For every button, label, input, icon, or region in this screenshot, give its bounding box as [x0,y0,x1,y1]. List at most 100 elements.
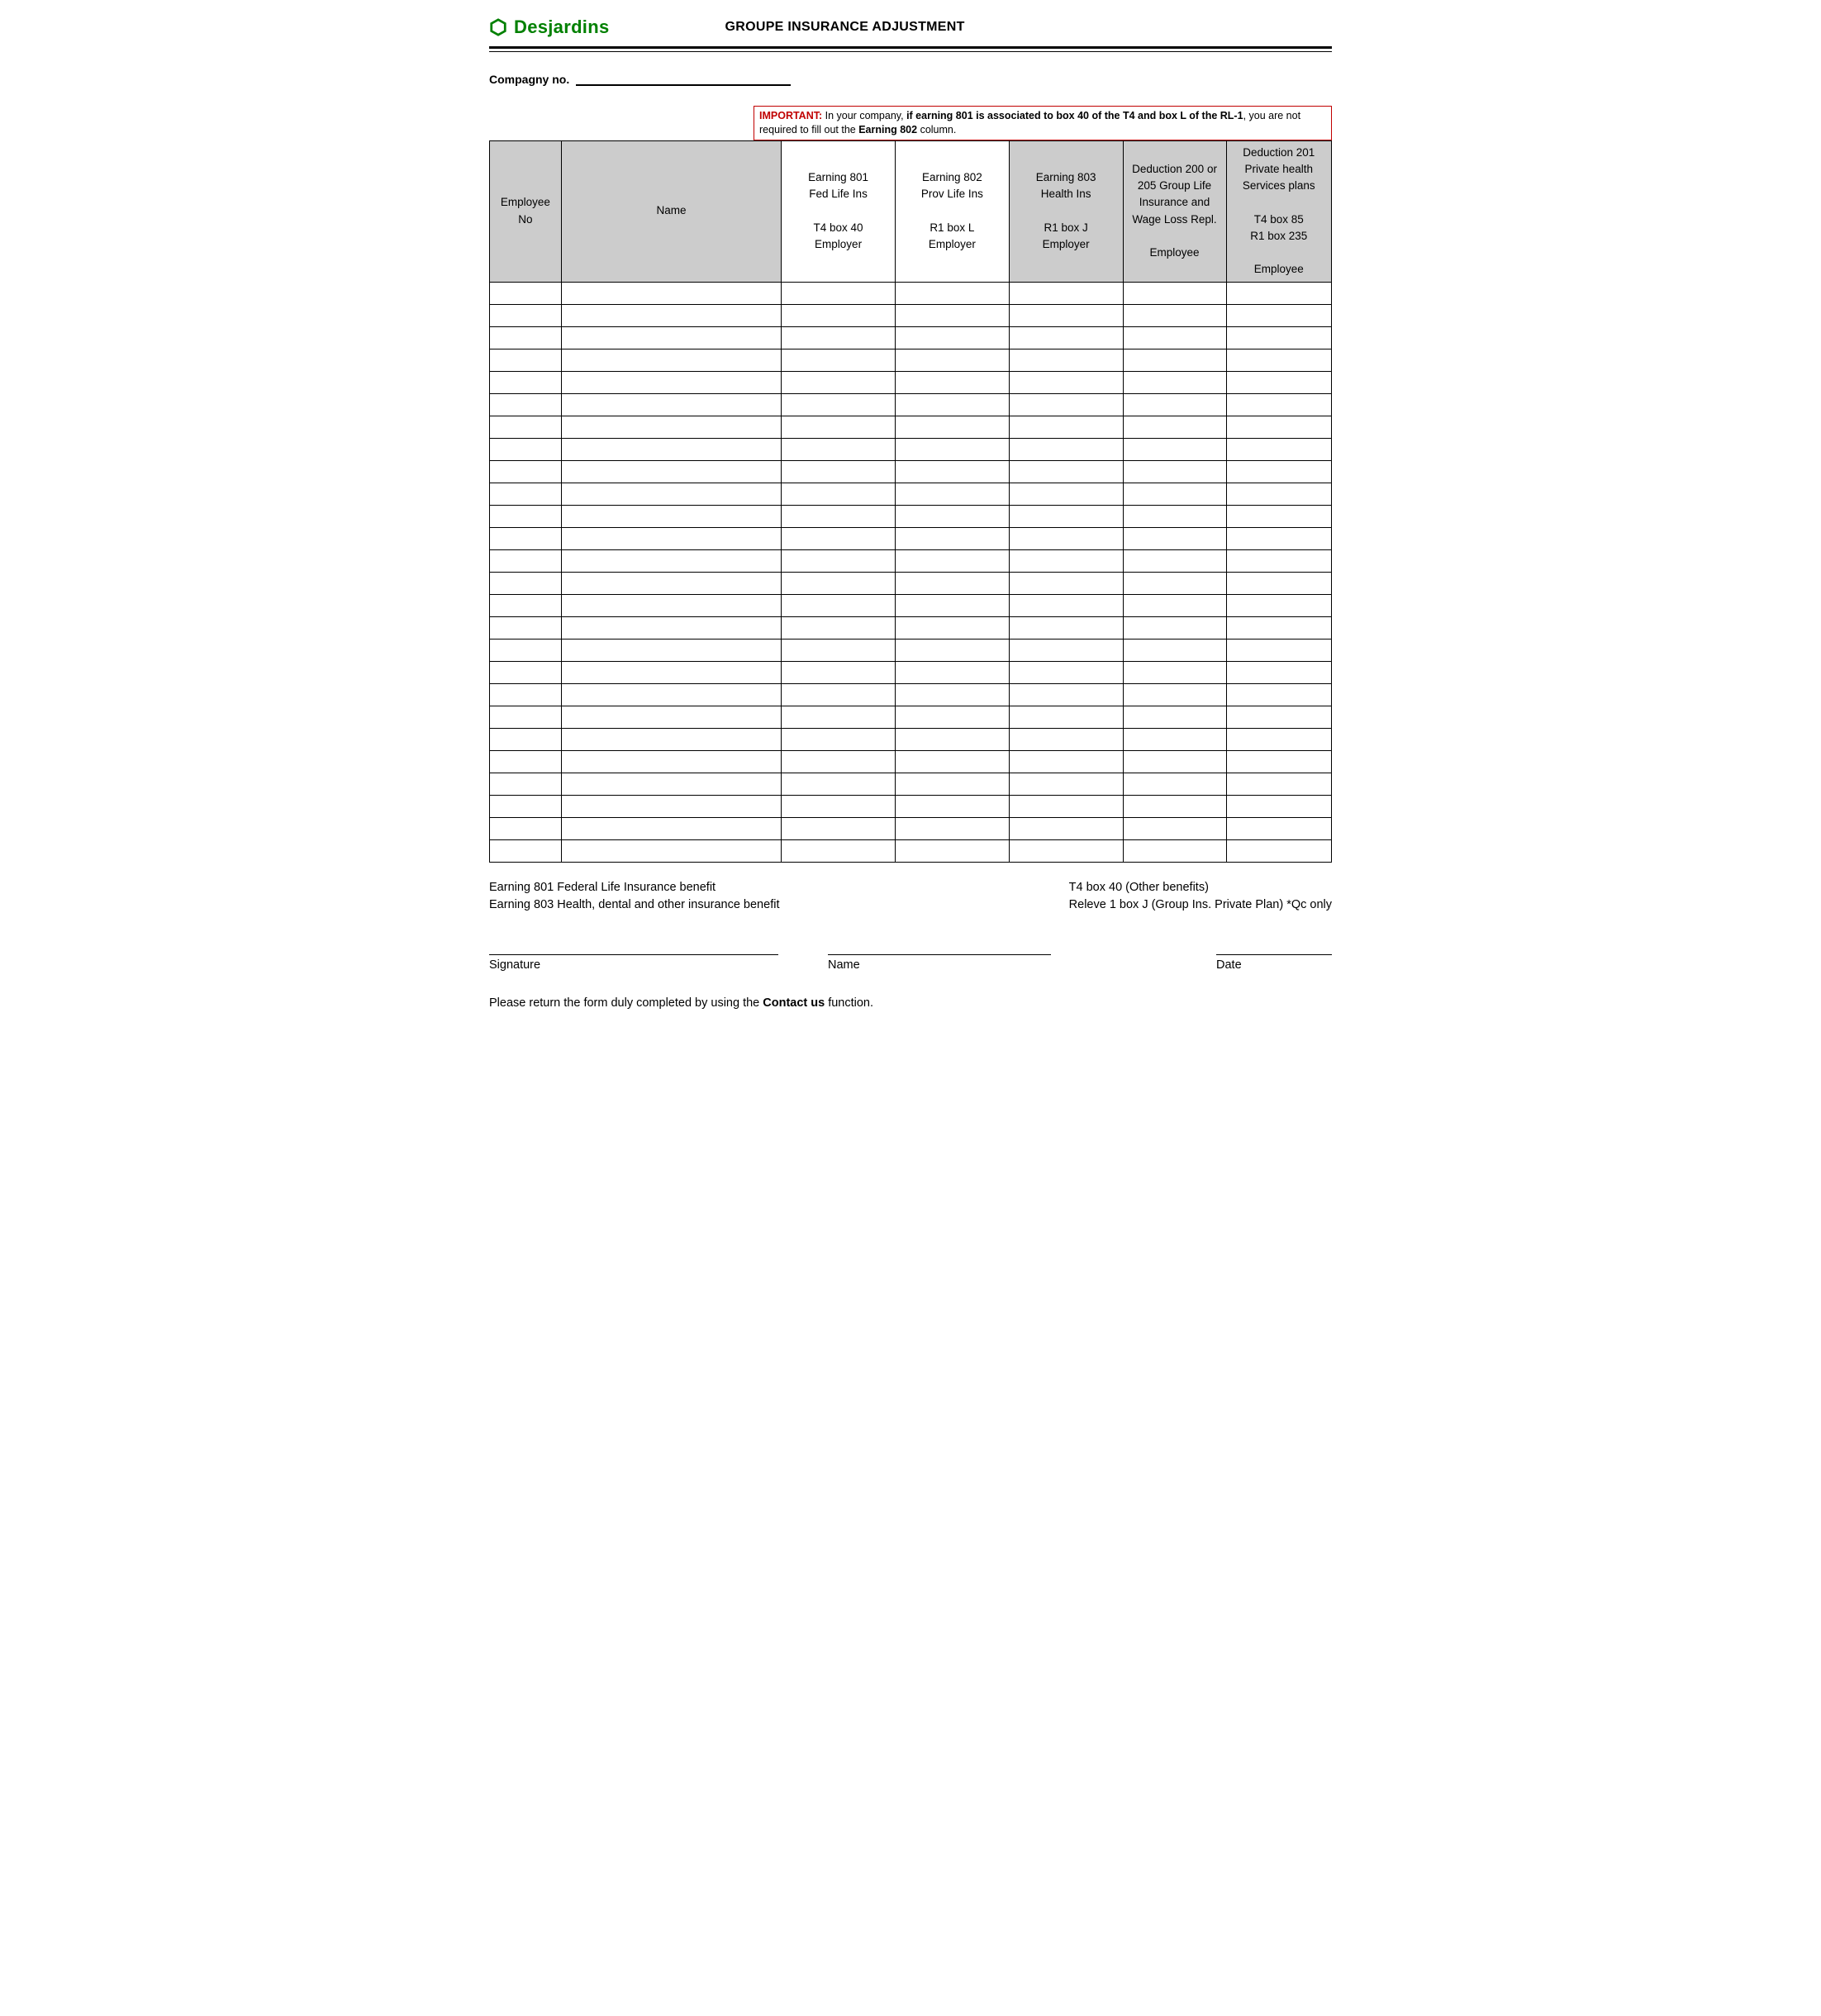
table-cell[interactable] [1009,505,1123,527]
table-cell[interactable] [1123,795,1226,817]
table-cell[interactable] [1226,282,1331,304]
table-cell[interactable] [1123,282,1226,304]
table-cell[interactable] [895,572,1009,594]
table-cell[interactable] [1226,416,1331,438]
table-cell[interactable] [561,460,781,483]
table-cell[interactable] [490,349,562,371]
table-cell[interactable] [895,371,1009,393]
table-cell[interactable] [1123,438,1226,460]
table-cell[interactable] [1123,549,1226,572]
table-cell[interactable] [782,706,896,728]
table-cell[interactable] [895,483,1009,505]
table-cell[interactable] [1009,839,1123,862]
table-cell[interactable] [1123,594,1226,616]
table-cell[interactable] [490,304,562,326]
table-cell[interactable] [895,616,1009,639]
table-cell[interactable] [895,326,1009,349]
table-cell[interactable] [490,326,562,349]
table-cell[interactable] [1123,393,1226,416]
table-cell[interactable] [782,661,896,683]
table-cell[interactable] [1226,639,1331,661]
table-cell[interactable] [490,817,562,839]
table-cell[interactable] [490,416,562,438]
table-cell[interactable] [1123,750,1226,773]
table-cell[interactable] [1123,661,1226,683]
table-cell[interactable] [561,706,781,728]
table-cell[interactable] [1123,505,1226,527]
table-cell[interactable] [1226,616,1331,639]
table-cell[interactable] [490,393,562,416]
table-cell[interactable] [782,572,896,594]
table-cell[interactable] [561,282,781,304]
table-cell[interactable] [1009,282,1123,304]
table-cell[interactable] [895,683,1009,706]
table-cell[interactable] [895,661,1009,683]
table-cell[interactable] [1009,572,1123,594]
table-cell[interactable] [1226,661,1331,683]
table-cell[interactable] [490,438,562,460]
table-cell[interactable] [1009,393,1123,416]
table-cell[interactable] [1009,750,1123,773]
table-cell[interactable] [1123,326,1226,349]
table-cell[interactable] [561,750,781,773]
table-cell[interactable] [895,282,1009,304]
table-cell[interactable] [490,795,562,817]
table-cell[interactable] [895,505,1009,527]
table-cell[interactable] [1226,304,1331,326]
table-cell[interactable] [561,549,781,572]
table-cell[interactable] [895,594,1009,616]
table-cell[interactable] [1226,683,1331,706]
table-cell[interactable] [782,438,896,460]
table-cell[interactable] [895,304,1009,326]
table-cell[interactable] [490,750,562,773]
table-cell[interactable] [561,393,781,416]
table-cell[interactable] [1123,683,1226,706]
table-cell[interactable] [895,639,1009,661]
table-cell[interactable] [782,282,896,304]
company-no-input[interactable] [576,72,791,86]
table-cell[interactable] [1226,817,1331,839]
table-cell[interactable] [782,616,896,639]
table-cell[interactable] [1009,483,1123,505]
table-cell[interactable] [561,527,781,549]
table-cell[interactable] [1226,750,1331,773]
table-cell[interactable] [1009,304,1123,326]
table-cell[interactable] [561,304,781,326]
table-cell[interactable] [561,795,781,817]
table-cell[interactable] [490,728,562,750]
table-cell[interactable] [782,349,896,371]
table-cell[interactable] [895,817,1009,839]
table-cell[interactable] [561,661,781,683]
table-cell[interactable] [561,326,781,349]
table-cell[interactable] [895,438,1009,460]
table-cell[interactable] [1009,371,1123,393]
table-cell[interactable] [782,683,896,706]
table-cell[interactable] [490,505,562,527]
table-cell[interactable] [895,349,1009,371]
table-cell[interactable] [561,371,781,393]
table-cell[interactable] [490,773,562,795]
table-cell[interactable] [1009,594,1123,616]
table-cell[interactable] [490,706,562,728]
table-cell[interactable] [782,393,896,416]
table-cell[interactable] [1009,527,1123,549]
table-cell[interactable] [1009,773,1123,795]
table-cell[interactable] [895,460,1009,483]
table-cell[interactable] [1226,527,1331,549]
table-cell[interactable] [1226,728,1331,750]
table-cell[interactable] [782,594,896,616]
table-cell[interactable] [1009,795,1123,817]
table-cell[interactable] [1226,326,1331,349]
table-cell[interactable] [1009,460,1123,483]
table-cell[interactable] [561,728,781,750]
table-cell[interactable] [1009,728,1123,750]
table-cell[interactable] [561,594,781,616]
table-cell[interactable] [1123,483,1226,505]
table-cell[interactable] [782,326,896,349]
table-cell[interactable] [782,527,896,549]
table-cell[interactable] [490,282,562,304]
table-cell[interactable] [561,817,781,839]
table-cell[interactable] [1226,505,1331,527]
table-cell[interactable] [1009,817,1123,839]
table-cell[interactable] [1009,639,1123,661]
